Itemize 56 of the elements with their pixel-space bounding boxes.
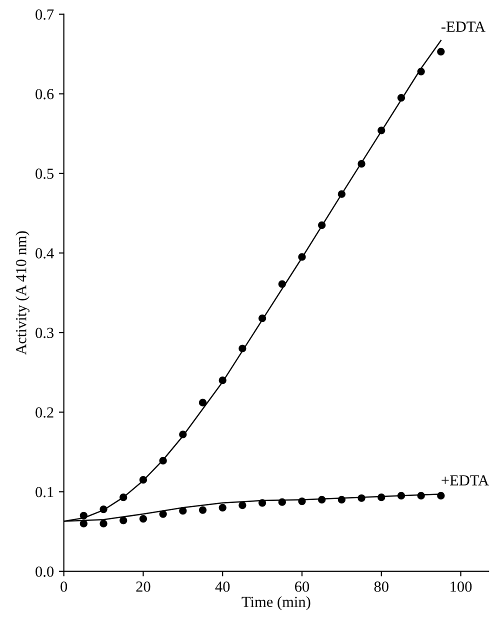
x-tick-label: 60 bbox=[295, 582, 310, 592]
point bbox=[417, 68, 425, 76]
y-axis-title: Activity (A 410 nm) bbox=[16, 231, 30, 355]
y-tick-label: 0.7 bbox=[36, 9, 54, 20]
point bbox=[80, 520, 88, 528]
y-tick-label: 0.6 bbox=[36, 88, 54, 100]
point bbox=[278, 498, 286, 506]
point bbox=[278, 280, 286, 288]
point bbox=[358, 494, 366, 502]
point bbox=[179, 507, 187, 515]
point bbox=[218, 376, 226, 384]
point bbox=[238, 501, 246, 510]
point bbox=[198, 506, 207, 514]
y-tick-label: 0.4 bbox=[36, 248, 54, 259]
point bbox=[179, 430, 187, 438]
point bbox=[417, 492, 425, 500]
point bbox=[338, 190, 346, 198]
point bbox=[437, 492, 445, 500]
x-tick-label: 0 bbox=[60, 582, 68, 592]
point bbox=[139, 476, 148, 484]
point bbox=[218, 504, 226, 512]
x-axis-title: Time (min) bbox=[242, 596, 310, 610]
point bbox=[358, 160, 366, 168]
x-tick-label: 100 bbox=[450, 582, 472, 592]
x-tick-label: 40 bbox=[215, 582, 230, 592]
x-tick-label: 80 bbox=[374, 582, 388, 592]
point bbox=[139, 515, 148, 523]
point bbox=[318, 496, 326, 504]
point bbox=[100, 520, 108, 528]
point bbox=[258, 314, 266, 322]
point bbox=[437, 48, 445, 56]
point bbox=[159, 510, 167, 518]
point bbox=[397, 94, 406, 102]
point bbox=[198, 398, 207, 406]
point bbox=[120, 516, 128, 524]
y-tick-label: 0.2 bbox=[36, 407, 54, 418]
point bbox=[159, 456, 167, 465]
annotation: +EDTA bbox=[442, 475, 489, 486]
y-tick-label: 0.0 bbox=[36, 566, 54, 577]
y-tick-label: 0.5 bbox=[36, 168, 54, 179]
point bbox=[378, 126, 386, 134]
point bbox=[100, 505, 108, 514]
point bbox=[338, 496, 346, 504]
point bbox=[298, 498, 306, 506]
annotation: -EDTA bbox=[441, 22, 486, 32]
point bbox=[378, 494, 386, 502]
y-tick-label: 0.3 bbox=[36, 328, 54, 338]
y-tick-label: 0.1 bbox=[36, 486, 54, 498]
point bbox=[120, 494, 128, 502]
point bbox=[397, 492, 406, 500]
point bbox=[258, 499, 266, 507]
point bbox=[298, 253, 306, 261]
point bbox=[318, 221, 326, 229]
x-tick-label: 20 bbox=[136, 582, 150, 592]
point bbox=[80, 512, 88, 520]
point bbox=[238, 344, 246, 352]
